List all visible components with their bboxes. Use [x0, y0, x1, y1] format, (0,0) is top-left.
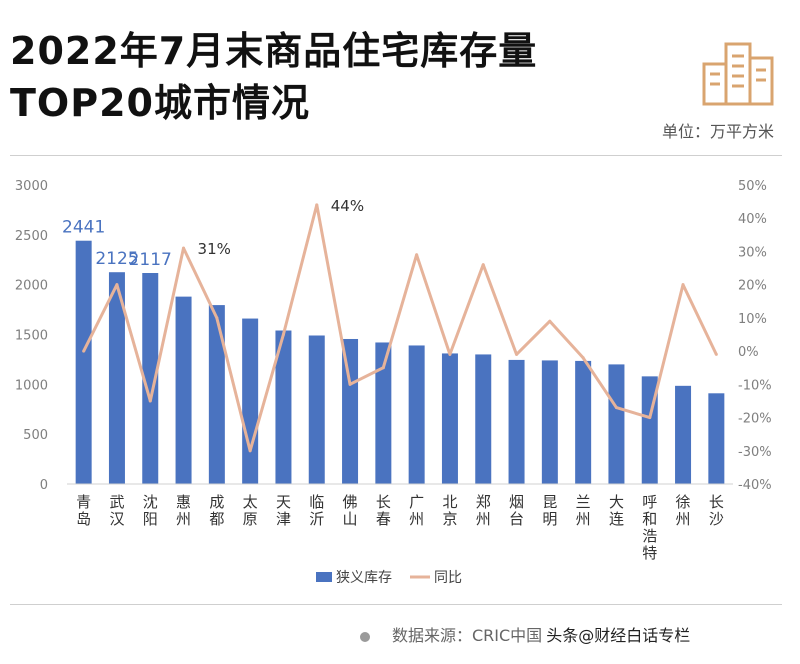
line-point: [381, 366, 385, 370]
line-point: [648, 416, 652, 420]
x-tick-label: 烟台: [509, 493, 524, 528]
x-tick-label: 郑州: [476, 493, 491, 528]
x-tick-label: 徐州: [676, 493, 691, 528]
y-right-tick-label: 10%: [738, 312, 767, 327]
bar: [375, 342, 392, 484]
bar: [142, 273, 159, 484]
bar: [441, 353, 458, 484]
line-point: [115, 283, 119, 287]
line-point: [182, 246, 186, 250]
chart-title-line2: TOP20城市情况: [10, 81, 310, 125]
top-divider: [10, 155, 782, 156]
line-point: [215, 316, 219, 320]
x-tick-label: 成都: [209, 493, 224, 528]
bar: [508, 359, 525, 484]
line-point: [714, 352, 718, 356]
line-data-label: 44%: [331, 197, 364, 215]
y-left-tick-label: 2500: [15, 229, 48, 244]
x-tick-label: 长沙: [709, 493, 724, 528]
bar: [208, 305, 225, 484]
bar: [275, 330, 292, 484]
x-tick-label: 天津: [276, 493, 291, 528]
x-tick-label: 沈阳: [143, 493, 158, 528]
line-point: [315, 203, 319, 207]
x-tick-label: 大连: [609, 493, 624, 528]
bullet-dot: [360, 631, 370, 642]
line-point: [415, 253, 419, 257]
y-right-tick-label: 0%: [738, 345, 759, 360]
unit-label: 单位：万平方米: [661, 122, 774, 141]
x-tick-label: 长春: [376, 493, 391, 528]
line-point: [348, 382, 352, 386]
y-right-tick-label: -20%: [738, 412, 772, 427]
line-point: [82, 349, 86, 353]
y-left-tick-label: 2000: [15, 279, 48, 294]
line-point: [681, 283, 685, 287]
x-tick-label: 兰州: [576, 493, 591, 528]
line-data-label: 31%: [198, 240, 231, 258]
line-point: [614, 406, 618, 410]
bar-data-label: 2441: [62, 218, 105, 238]
bar-data-label: 2117: [129, 250, 172, 270]
y-right-tick-label: 40%: [738, 212, 767, 227]
bar: [541, 360, 558, 484]
line-series-yoy: [82, 203, 718, 453]
legend-swatch-bar: [316, 572, 332, 582]
y-right-tick-label: 50%: [738, 179, 767, 194]
bar: [75, 240, 92, 484]
y-right-tick-label: -40%: [738, 478, 772, 493]
bottom-divider: [10, 604, 782, 605]
y-right-tick-label: 30%: [738, 245, 767, 260]
y-right-tick-label: -10%: [738, 378, 772, 393]
line-point: [281, 333, 285, 336]
line-point: [248, 449, 252, 453]
bar: [342, 338, 359, 484]
legend-label-line: 同比: [434, 570, 462, 586]
line-point: [515, 352, 519, 356]
buildings-icon: [700, 40, 776, 112]
chart-title-line1: 2022年7月末商品住宅库存量: [10, 29, 538, 73]
line-point: [548, 319, 552, 323]
x-tick-label: 青岛: [76, 493, 91, 528]
bar: [308, 335, 325, 484]
x-tick-label: 武汉: [109, 493, 124, 528]
bar: [408, 345, 425, 484]
bar: [475, 354, 492, 484]
y-right-tick-label: -30%: [738, 445, 772, 460]
y-left-tick-label: 500: [23, 428, 48, 443]
bar: [675, 385, 692, 484]
bar: [175, 296, 192, 484]
y-left-tick-label: 1000: [15, 378, 48, 393]
line-point: [148, 399, 152, 403]
data-source: 数据来源：CRIC中国: [392, 626, 543, 645]
line-point: [448, 352, 452, 356]
footer: 数据来源：CRIC中国 头条@财经白话专栏: [360, 622, 690, 646]
y-left-tick-label: 1500: [15, 329, 48, 344]
x-tick-label: 惠州: [176, 493, 191, 528]
bar: [575, 360, 592, 484]
x-tick-label: 广州: [409, 493, 424, 528]
x-tick-label: 太原: [243, 493, 258, 528]
x-tick-label: 呼和浩特: [642, 493, 657, 562]
x-tick-label: 临沂: [309, 493, 324, 528]
watermark-text: 头条@财经白话专栏: [546, 626, 691, 645]
bar: [608, 364, 625, 484]
y-right-tick-label: 20%: [738, 279, 767, 294]
bar: [108, 272, 125, 484]
chart-area: 0 500 1000 1500 2000 2500 3000 -40% -30% -20% -10%…: [15, 179, 772, 586]
x-tick-label: 北京: [442, 493, 457, 528]
legend-label-bar: 狭义库存: [336, 570, 392, 586]
y-left-tick-label: 3000: [15, 179, 48, 194]
x-tick-label: 佛山: [343, 493, 358, 528]
y-left-tick-label: 0: [40, 478, 48, 493]
bar: [242, 318, 259, 484]
bar-data-label: 2125: [95, 249, 138, 269]
line-point: [581, 356, 585, 360]
bar: [708, 393, 725, 484]
x-tick-label: 昆明: [542, 493, 557, 528]
line-point: [481, 263, 485, 267]
